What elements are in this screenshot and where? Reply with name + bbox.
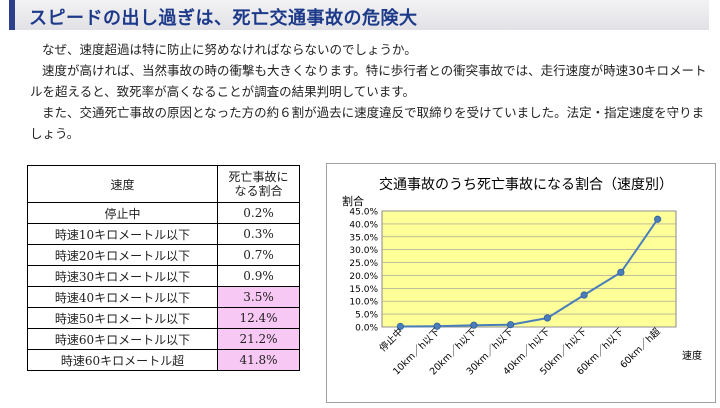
- table-row: 時速60キロメートル以下 21.2%: [27, 328, 300, 350]
- table-row: 時速50キロメートル以下 12.4%: [27, 307, 300, 329]
- fatality-rate-table: 速度 死亡事故に なる割合 停止中 0.2% 時速10キロメートル以下 0.3% 時速2…: [27, 165, 300, 371]
- speed-cell: 時速60キロメートル以下: [27, 328, 218, 350]
- speed-cell: 時速60キロメートル超: [27, 349, 218, 371]
- speed-cell: 停止中: [27, 202, 218, 224]
- paragraph-violations: また、交通死亡事故の原因となった方の約６割が過去に速度違反で取締りを受けていまし…: [30, 105, 705, 141]
- data-point: [654, 215, 662, 223]
- y-tick-label: 15.0%: [349, 285, 378, 295]
- plot-area: [381, 210, 677, 328]
- x-axis-label: 速度: [682, 349, 702, 362]
- table-row: 時速10キロメートル以下 0.3%: [27, 223, 300, 245]
- rate-cell: 12.4%: [217, 307, 300, 329]
- data-point: [507, 321, 515, 329]
- y-tick-label: 35.0%: [349, 233, 378, 243]
- rate-cell: 0.9%: [217, 265, 300, 287]
- speed-cell: 時速30キロメートル以下: [27, 265, 218, 287]
- y-tick-label: 0.0%: [355, 324, 378, 334]
- header-speed: 速度: [27, 165, 218, 203]
- rate-cell: 0.3%: [217, 223, 300, 245]
- data-point: [433, 322, 441, 330]
- table-row: 時速40キロメートル以下 3.5%: [27, 286, 300, 308]
- data-point: [617, 268, 625, 276]
- table-body: 停止中 0.2% 時速10キロメートル以下 0.3% 時速20キロメートル以下 0.7% 時…: [27, 202, 300, 371]
- header-fatality-rate: 死亡事故に なる割合: [217, 165, 300, 203]
- table-row: 停止中 0.2%: [27, 202, 300, 224]
- y-axis-label: 割合: [342, 194, 364, 208]
- speed-cell: 時速40キロメートル以下: [27, 286, 218, 308]
- paragraph-impact: 速度が高ければ、当然事故の時の衝撃も大きくなります。特に歩行者との衝突事故では、…: [30, 63, 707, 99]
- table-row: 時速20キロメートル以下 0.7%: [27, 244, 300, 266]
- paragraph-intro: なぜ、速度超過は特に防止に努めなければならないのでしょうか。: [42, 42, 417, 57]
- header-fatality-rate-line1: 死亡事故に: [228, 170, 289, 184]
- y-tick-label: 30.0%: [349, 246, 378, 256]
- table-row: 時速30キロメートル以下 0.9%: [27, 265, 300, 287]
- y-tick-label: 45.0%: [349, 208, 378, 218]
- speed-cell: 時速20キロメートル以下: [27, 244, 218, 266]
- rate-cell: 21.2%: [217, 328, 300, 350]
- rate-cell: 0.2%: [217, 202, 300, 224]
- chart-svg: 交通事故のうち死亡事故になる割合（速度別） 割合 0.0% 5.0% 10.0% 15.0…: [326, 163, 716, 403]
- table-header-row: 速度 死亡事故に なる割合: [27, 165, 300, 203]
- y-tick-label: 5.0%: [355, 311, 378, 321]
- data-point: [396, 322, 404, 331]
- fatality-rate-chart: 交通事故のうち死亡事故になる割合（速度別） 割合 0.0% 5.0% 10.0% 15.0…: [326, 163, 716, 403]
- header-fatality-rate-line2: なる割合: [234, 184, 283, 198]
- y-tick-label: 40.0%: [349, 220, 378, 230]
- y-tick-label: 25.0%: [349, 259, 378, 269]
- series-line: [400, 218, 659, 328]
- y-tick-label: 10.0%: [349, 298, 378, 308]
- y-tick-label: 20.0%: [349, 272, 378, 282]
- speed-cell: 時速50キロメートル以下: [27, 307, 218, 329]
- data-point: [580, 291, 588, 299]
- section-header: スピードの出し過ぎは、死亡交通事故の危険大: [9, 0, 709, 30]
- table-row: 時速60キロメートル超 41.8%: [27, 349, 300, 371]
- rate-cell: 3.5%: [217, 286, 300, 308]
- rate-cell: 41.8%: [217, 349, 300, 371]
- rate-cell: 0.7%: [217, 244, 300, 266]
- data-point: [543, 314, 551, 322]
- data-point: [470, 321, 478, 329]
- speed-cell: 時速10キロメートル以下: [27, 223, 218, 245]
- chart-title: 交通事故のうち死亡事故になる割合（速度別）: [379, 176, 673, 193]
- section-title: スピードの出し過ぎは、死亡交通事故の危険大: [29, 8, 418, 29]
